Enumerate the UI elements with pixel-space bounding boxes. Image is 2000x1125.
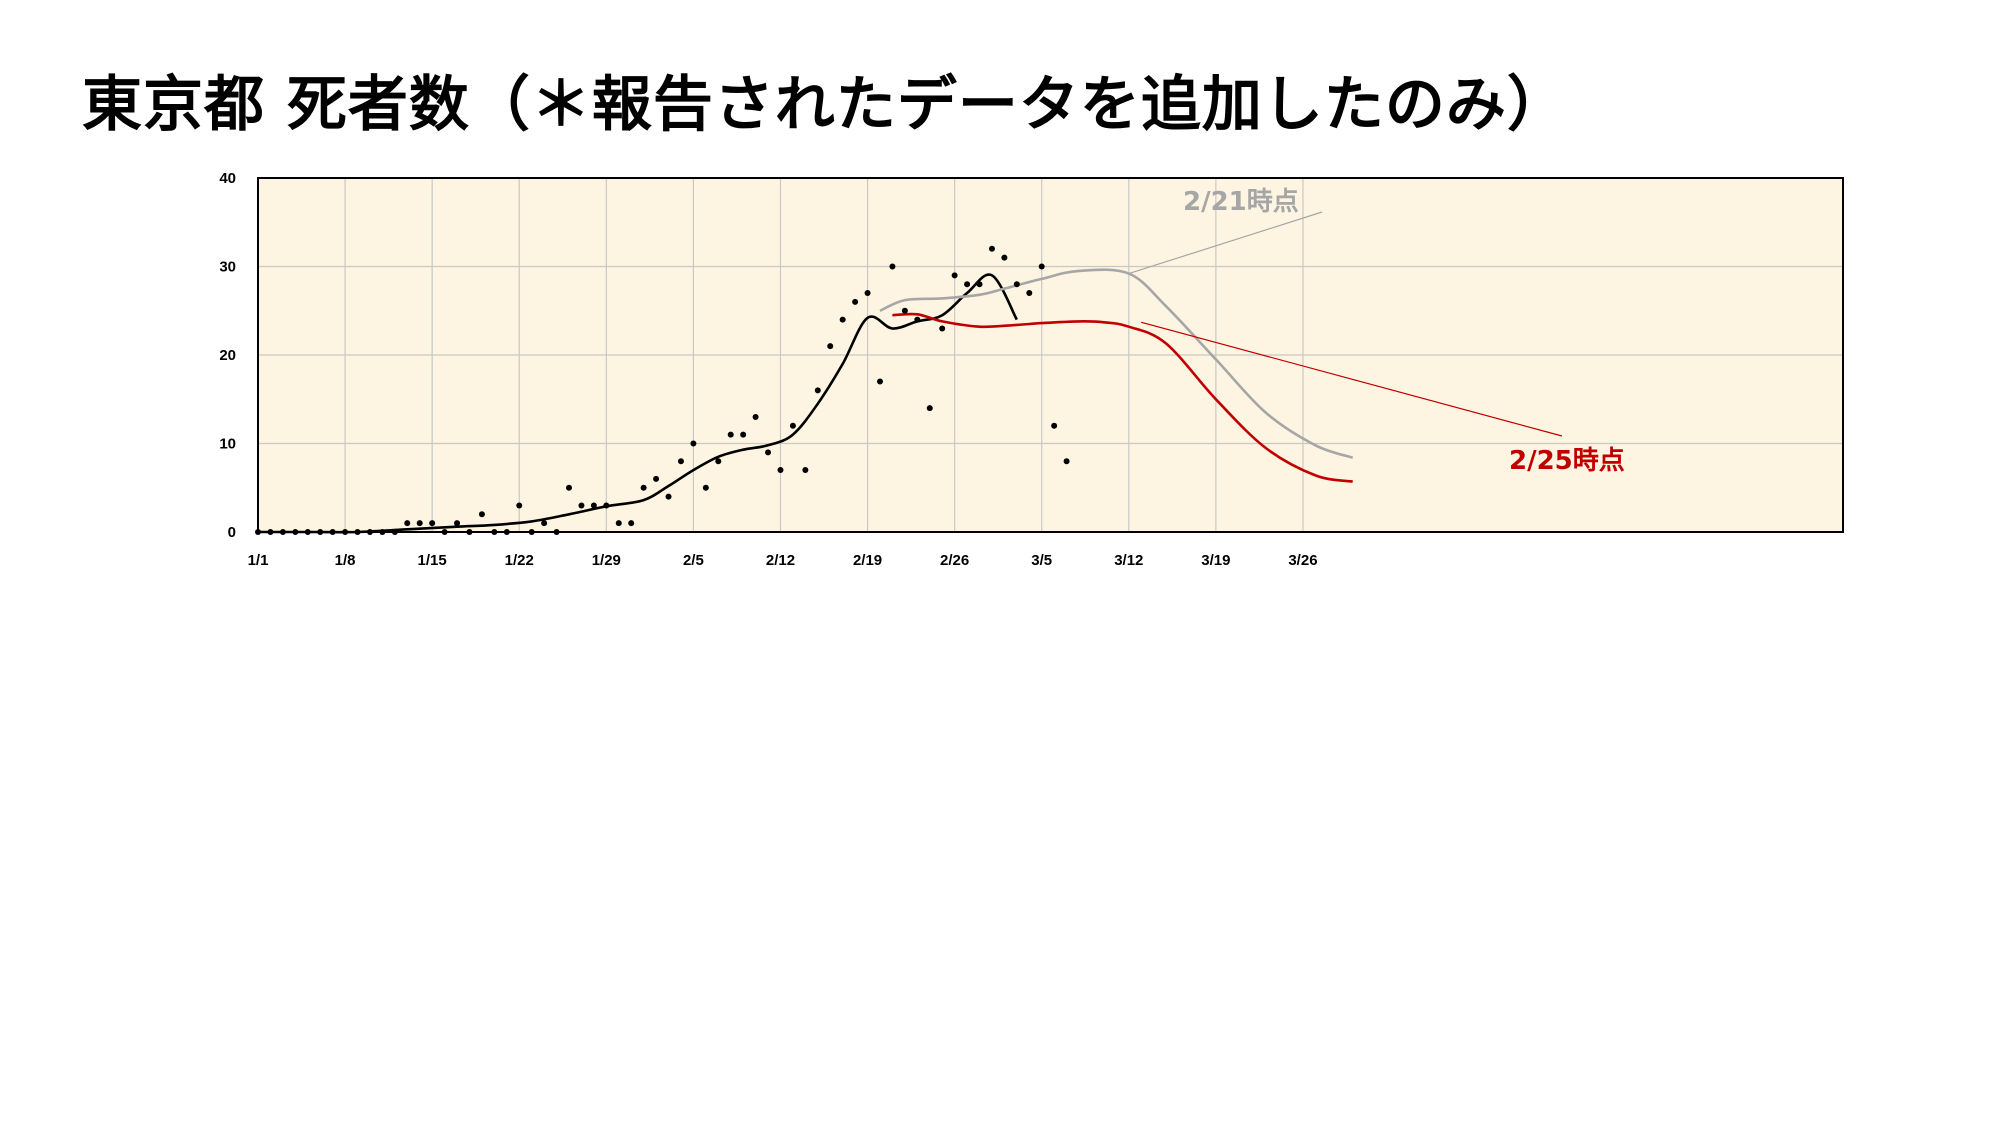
data-point <box>765 449 772 456</box>
x-axis-tick-labels: 1/1 1/8 1/15 1/22 1/29 2/5 2/12 2/19 2/26 3/5 3/12… <box>248 552 1318 569</box>
x-tick-label: 1/15 <box>418 552 447 569</box>
callout-0221-label: 2/21時点 <box>1183 186 1299 217</box>
data-point <box>939 325 946 332</box>
forecast-line-0221 <box>879 268 1354 459</box>
data-point <box>429 520 436 527</box>
data-point <box>1026 290 1033 297</box>
data-point <box>578 502 585 509</box>
data-point <box>926 405 933 412</box>
x-tick-label: 2/5 <box>683 552 704 569</box>
data-point <box>1013 281 1020 288</box>
callout-0225-label: 2/25時点 <box>1509 445 1625 476</box>
data-point <box>702 484 709 491</box>
data-point <box>964 281 971 288</box>
data-point <box>752 413 759 420</box>
data-point <box>1051 422 1058 429</box>
data-point <box>404 520 411 527</box>
data-point <box>1063 458 1070 465</box>
data-point <box>727 431 734 438</box>
data-point <box>777 467 784 474</box>
data-point <box>839 316 846 323</box>
y-tick-label: 40 <box>219 170 236 187</box>
callout-0225-leader <box>1141 321 1563 437</box>
x-tick-label: 3/26 <box>1288 552 1317 569</box>
y-axis-tick-labels: 0 10 20 30 40 <box>219 170 236 541</box>
data-point <box>640 484 647 491</box>
data-point <box>416 520 423 527</box>
data-point <box>988 245 995 252</box>
data-point <box>951 272 958 279</box>
callout-0221-leader <box>1128 211 1323 275</box>
x-tick-label: 1/1 <box>248 552 269 569</box>
data-point <box>653 475 660 482</box>
x-tick-label: 2/19 <box>853 552 882 569</box>
callouts: 2/21時点 2/25時点 <box>1128 186 1625 476</box>
data-point <box>827 343 834 350</box>
data-point <box>814 387 821 394</box>
data-point <box>889 263 896 270</box>
data-point <box>541 520 548 527</box>
data-point <box>740 431 747 438</box>
data-point <box>914 316 921 323</box>
data-point <box>690 440 697 447</box>
slide-title: 東京都 死者数（＊報告されたデータを追加したのみ） <box>82 70 1568 140</box>
forecast-line-0225 <box>892 312 1353 483</box>
data-point <box>677 458 684 465</box>
data-point <box>901 307 908 314</box>
plot-frame <box>257 177 1844 533</box>
data-point <box>864 290 871 297</box>
data-point <box>615 520 622 527</box>
y-tick-label: 20 <box>219 347 236 364</box>
y-tick-label: 0 <box>228 524 236 541</box>
x-tick-label: 3/19 <box>1201 552 1230 569</box>
data-point <box>665 493 672 500</box>
data-point <box>454 520 461 527</box>
data-point <box>1001 254 1008 261</box>
data-point <box>1038 263 1045 270</box>
x-tick-label: 1/8 <box>335 552 356 569</box>
data-point <box>877 378 883 385</box>
data-point <box>852 298 859 305</box>
data-point <box>590 502 597 509</box>
x-tick-label: 3/12 <box>1114 552 1143 569</box>
data-point <box>516 502 523 509</box>
data-point <box>628 520 635 527</box>
data-point <box>789 422 796 429</box>
x-tick-label: 1/22 <box>505 552 534 569</box>
data-point <box>603 502 610 509</box>
data-point <box>566 484 572 491</box>
y-tick-label: 30 <box>219 259 236 276</box>
data-point <box>976 281 983 288</box>
y-tick-label: 10 <box>219 436 236 453</box>
data-point <box>802 467 809 474</box>
data-point <box>478 511 485 518</box>
x-tick-label: 1/29 <box>592 552 621 569</box>
x-tick-label: 2/26 <box>940 552 969 569</box>
x-tick-label: 2/12 <box>766 552 795 569</box>
data-point <box>715 458 722 465</box>
x-tick-label: 3/5 <box>1031 552 1052 569</box>
